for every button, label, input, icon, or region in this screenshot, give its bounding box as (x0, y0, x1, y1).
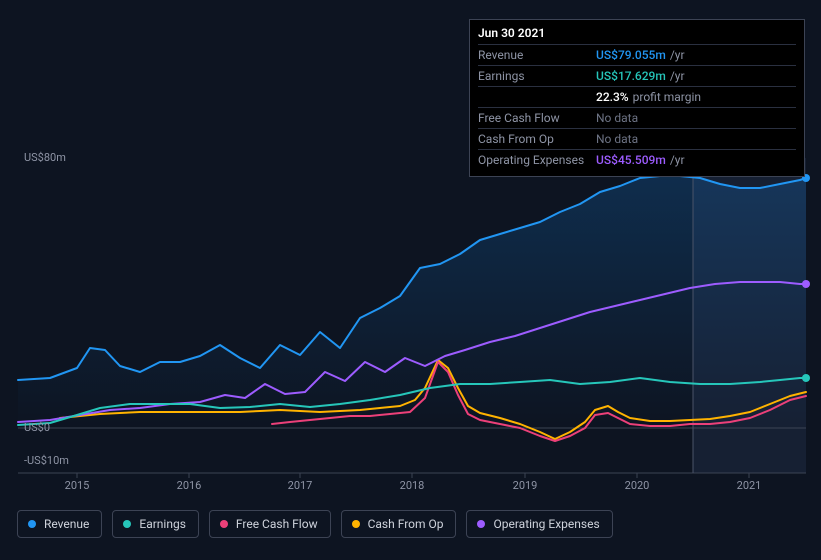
x-axis-labels: 2015 2016 2017 2018 2019 2020 2021 (0, 479, 821, 495)
tooltip-row-label: Free Cash Flow (478, 110, 596, 126)
legend-label: Operating Expenses (493, 517, 599, 531)
y-tick-label: US$0 (24, 421, 50, 434)
tooltip-row-value: US$79.055m/yr (596, 47, 796, 63)
tooltip-row-value: No data (596, 131, 796, 147)
legend-label: Revenue (44, 517, 89, 531)
tooltip-row: RevenueUS$79.055m/yr (478, 44, 796, 65)
tooltip-row-value: 22.3%profit margin (596, 89, 796, 105)
legend-label: Earnings (139, 517, 186, 531)
y-tick-label: US$80m (24, 151, 66, 164)
tooltip-row: Operating ExpensesUS$45.509m/yr (478, 149, 796, 170)
tooltip-row: 22.3%profit margin (478, 86, 796, 107)
tooltip-row: EarningsUS$17.629m/yr (478, 65, 796, 86)
tooltip-row-label: Revenue (478, 47, 596, 63)
chart-legend: Revenue Earnings Free Cash Flow Cash From O… (17, 510, 613, 538)
legend-label: Free Cash Flow (236, 517, 318, 531)
legend-swatch (352, 520, 360, 528)
x-tick-label: 2015 (65, 479, 90, 492)
legend-item-cash_from_op[interactable]: Cash From Op (341, 510, 457, 538)
tooltip-row-value: US$45.509m/yr (596, 152, 796, 168)
legend-swatch (123, 520, 131, 528)
tooltip-date: Jun 30 2021 (478, 24, 796, 44)
tooltip-row-value: No data (596, 110, 796, 126)
x-tick-label: 2019 (513, 479, 538, 492)
tooltip-row-label: Operating Expenses (478, 152, 596, 168)
tooltip-row-label (478, 89, 596, 105)
operating_expenses-end-marker (802, 280, 810, 288)
legend-item-revenue[interactable]: Revenue (17, 510, 102, 538)
legend-label: Cash From Op (368, 517, 444, 531)
x-tick-label: 2021 (737, 479, 762, 492)
x-tick-label: 2018 (400, 479, 425, 492)
legend-swatch (477, 520, 485, 528)
tooltip-row-label: Earnings (478, 68, 596, 84)
legend-item-free_cash_flow[interactable]: Free Cash Flow (209, 510, 331, 538)
legend-swatch (28, 520, 36, 528)
financials-chart: { "chart": { "type": "line-area", "backg… (0, 0, 821, 560)
x-tick-label: 2017 (288, 479, 313, 492)
x-tick-label: 2020 (625, 479, 650, 492)
tooltip-row-value: US$17.629m/yr (596, 68, 796, 84)
legend-item-operating_expenses[interactable]: Operating Expenses (466, 510, 612, 538)
y-tick-label: -US$10m (24, 454, 69, 467)
tooltip-row: Cash From OpNo data (478, 128, 796, 149)
tooltip-row: Free Cash FlowNo data (478, 107, 796, 128)
tooltip-row-label: Cash From Op (478, 131, 596, 147)
x-tick-label: 2016 (177, 479, 202, 492)
chart-tooltip: Jun 30 2021 RevenueUS$79.055m/yrEarnings… (469, 19, 805, 177)
legend-item-earnings[interactable]: Earnings (112, 510, 199, 538)
earnings-end-marker (802, 374, 810, 382)
legend-swatch (220, 520, 228, 528)
